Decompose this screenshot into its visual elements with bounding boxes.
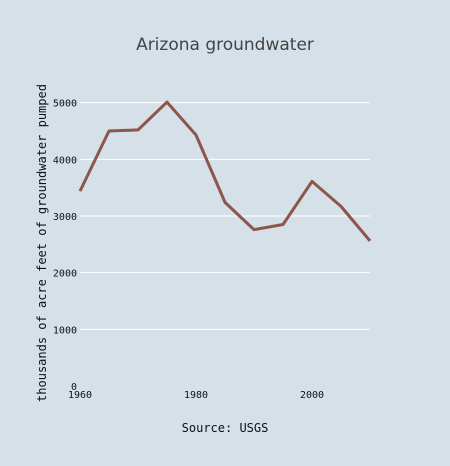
y-tick-label: 4000 bbox=[53, 155, 77, 166]
gridlines bbox=[80, 102, 370, 330]
x-tick-label: 1960 bbox=[68, 390, 92, 401]
series-line-0 bbox=[78, 100, 372, 242]
series-layer bbox=[78, 100, 372, 242]
x-tick-label: 2000 bbox=[300, 390, 324, 401]
x-tick-label: 1980 bbox=[184, 390, 208, 401]
y-tick-label: 0 bbox=[71, 382, 77, 393]
x-axis-label: Source: USGS bbox=[182, 421, 269, 435]
chart-title: Arizona groundwater bbox=[136, 35, 314, 55]
y-tick-label: 5000 bbox=[53, 99, 77, 110]
x-axis-ticks: 1960 1980 2000 bbox=[68, 390, 324, 401]
y-tick-label: 2000 bbox=[53, 269, 77, 280]
y-axis-ticks: 0 1000 2000 3000 4000 5000 bbox=[53, 99, 77, 393]
y-tick-label: 1000 bbox=[53, 325, 77, 336]
y-axis-label: thousands of acre feet of groundwater pu… bbox=[35, 84, 49, 402]
y-tick-label: 3000 bbox=[53, 212, 77, 223]
